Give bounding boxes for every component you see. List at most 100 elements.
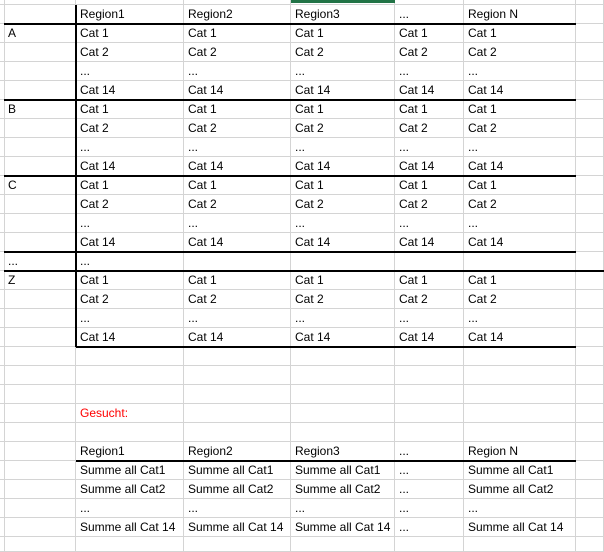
cell-r28-c1[interactable]	[4, 518, 76, 537]
cell-r21-c6[interactable]	[464, 385, 576, 404]
cell-r17-c6[interactable]: ...	[464, 309, 576, 328]
cell-r21-c2[interactable]	[76, 385, 184, 404]
cell-r5-c3[interactable]: Cat 14	[184, 81, 291, 100]
cell-r8-c5[interactable]: ...	[395, 138, 464, 157]
cell-r21-c4[interactable]	[291, 385, 395, 404]
cell-r29-c7[interactable]	[576, 537, 604, 552]
cell-r8-c3[interactable]: ...	[184, 138, 291, 157]
cell-r20-c1[interactable]	[4, 366, 76, 385]
cell-r14-c5[interactable]	[395, 252, 464, 271]
cell-r16-c1[interactable]	[4, 290, 76, 309]
cell-r0-c2[interactable]	[76, 0, 184, 5]
cell-r25-c6[interactable]: Summe all Cat1	[464, 461, 576, 480]
cell-r17-c4[interactable]: ...	[291, 309, 395, 328]
cell-r23-c7[interactable]	[576, 423, 604, 442]
cell-r2-c6[interactable]: Cat 1	[464, 24, 576, 43]
cell-r23-c0[interactable]	[0, 423, 5, 442]
cell-r29-c5[interactable]	[395, 537, 464, 552]
cell-r15-c4[interactable]: Cat 1	[291, 271, 395, 290]
cell-r27-c1[interactable]	[4, 499, 76, 518]
cell-r5-c2[interactable]: Cat 14	[76, 81, 184, 100]
cell-r0-c3[interactable]	[184, 0, 291, 5]
cell-r16-c3[interactable]: Cat 2	[184, 290, 291, 309]
cell-r5-c4[interactable]: Cat 14	[291, 81, 395, 100]
cell-r7-c2[interactable]: Cat 2	[76, 119, 184, 138]
cell-r20-c5[interactable]	[395, 366, 464, 385]
cell-r4-c2[interactable]: ...	[76, 62, 184, 81]
cell-r27-c4[interactable]: ...	[291, 499, 395, 518]
cell-r23-c5[interactable]	[395, 423, 464, 442]
cell-r4-c6[interactable]: ...	[464, 62, 576, 81]
cell-r12-c1[interactable]	[4, 214, 76, 233]
cell-r2-c1[interactable]: A	[4, 24, 76, 43]
cell-r16-c2[interactable]: Cat 2	[76, 290, 184, 309]
cell-r28-c0[interactable]	[0, 518, 5, 537]
cell-r9-c5[interactable]: Cat 14	[395, 157, 464, 176]
cell-r4-c4[interactable]: ...	[291, 62, 395, 81]
cell-r28-c7[interactable]	[576, 518, 604, 537]
cell-r13-c0[interactable]	[0, 233, 5, 252]
cell-r13-c1[interactable]	[4, 233, 76, 252]
cell-r16-c6[interactable]: Cat 2	[464, 290, 576, 309]
cell-r3-c1[interactable]	[4, 43, 76, 62]
cell-r17-c1[interactable]	[4, 309, 76, 328]
cell-r24-c3[interactable]: Region2	[184, 442, 291, 461]
cell-r29-c6[interactable]	[464, 537, 576, 552]
cell-r0-c5[interactable]	[395, 0, 464, 5]
cell-r15-c7[interactable]	[576, 271, 604, 290]
cell-r12-c2[interactable]: ...	[76, 214, 184, 233]
cell-r11-c1[interactable]	[4, 195, 76, 214]
cell-r3-c2[interactable]: Cat 2	[76, 43, 184, 62]
cell-r10-c3[interactable]: Cat 1	[184, 176, 291, 195]
cell-r18-c3[interactable]: Cat 14	[184, 328, 291, 347]
cell-r21-c1[interactable]	[4, 385, 76, 404]
cell-r21-c5[interactable]	[395, 385, 464, 404]
cell-r26-c3[interactable]: Summe all Cat2	[184, 480, 291, 499]
cell-r11-c0[interactable]	[0, 195, 5, 214]
cell-r12-c0[interactable]	[0, 214, 5, 233]
cell-r19-c7[interactable]	[576, 347, 604, 366]
cell-r8-c7[interactable]	[576, 138, 604, 157]
cell-r23-c1[interactable]	[4, 423, 76, 442]
cell-r16-c5[interactable]: Cat 2	[395, 290, 464, 309]
cell-r9-c2[interactable]: Cat 14	[76, 157, 184, 176]
cell-r11-c4[interactable]: Cat 2	[291, 195, 395, 214]
cell-r24-c6[interactable]: Region N	[464, 442, 576, 461]
cell-r13-c5[interactable]: Cat 14	[395, 233, 464, 252]
cell-r4-c5[interactable]: ...	[395, 62, 464, 81]
cell-r24-c5[interactable]: ...	[395, 442, 464, 461]
cell-r26-c5[interactable]: ...	[395, 480, 464, 499]
cell-r28-c2[interactable]: Summe all Cat 14	[76, 518, 184, 537]
cell-r24-c4[interactable]: Region3	[291, 442, 395, 461]
cell-r20-c2[interactable]	[76, 366, 184, 385]
cell-r2-c5[interactable]: Cat 1	[395, 24, 464, 43]
cell-r29-c3[interactable]	[184, 537, 291, 552]
cell-r20-c7[interactable]	[576, 366, 604, 385]
cell-r4-c3[interactable]: ...	[184, 62, 291, 81]
cell-r3-c0[interactable]	[0, 43, 5, 62]
cell-r27-c0[interactable]	[0, 499, 5, 518]
cell-r15-c2[interactable]: Cat 1	[76, 271, 184, 290]
cell-r21-c7[interactable]	[576, 385, 604, 404]
cell-r6-c1[interactable]: B	[4, 100, 76, 119]
cell-r22-c4[interactable]	[291, 404, 395, 423]
cell-r22-c3[interactable]	[184, 404, 291, 423]
cell-r0-c1[interactable]	[4, 0, 76, 5]
cell-r14-c3[interactable]	[184, 252, 291, 271]
cell-r19-c3[interactable]	[184, 347, 291, 366]
cell-r14-c7[interactable]	[576, 252, 604, 271]
cell-r9-c6[interactable]: Cat 14	[464, 157, 576, 176]
cell-r23-c4[interactable]	[291, 423, 395, 442]
cell-r0-c0[interactable]	[0, 0, 5, 5]
cell-r10-c0[interactable]	[0, 176, 5, 195]
cell-r13-c6[interactable]: Cat 14	[464, 233, 576, 252]
cell-r22-c2[interactable]: Gesucht:	[76, 404, 184, 423]
cell-r7-c4[interactable]: Cat 2	[291, 119, 395, 138]
cell-r11-c7[interactable]	[576, 195, 604, 214]
cell-r19-c4[interactable]	[291, 347, 395, 366]
cell-r20-c0[interactable]	[0, 366, 5, 385]
cell-r15-c1[interactable]: Z	[4, 271, 76, 290]
cell-r21-c3[interactable]	[184, 385, 291, 404]
cell-r1-c3[interactable]: Region2	[184, 5, 291, 24]
cell-r16-c0[interactable]	[0, 290, 5, 309]
